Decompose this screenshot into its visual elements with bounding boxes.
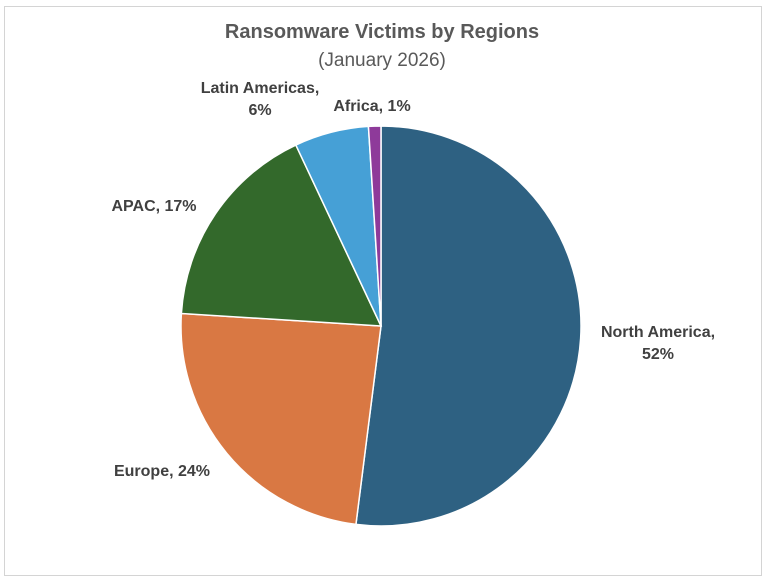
data-label-europe: Europe, 24% bbox=[114, 463, 210, 480]
pie-slice-apac bbox=[180, 144, 383, 327]
data-label-latin-americas: Latin Americas, 6% bbox=[201, 80, 320, 119]
chart-subtitle: (January 2026) bbox=[318, 50, 446, 71]
pie-slice-europe bbox=[180, 312, 382, 526]
pie-slice-africa bbox=[367, 125, 382, 327]
pie-labels: North America, 52% Europe, 24% APAC, 17% Lat… bbox=[111, 80, 715, 480]
pie-slices bbox=[180, 125, 582, 527]
data-label-line: North America, bbox=[601, 324, 715, 341]
data-label-north-america: North America, 52% bbox=[601, 324, 715, 363]
data-label-line: Africa, 1% bbox=[333, 98, 410, 115]
data-label-line: Europe, 24% bbox=[114, 463, 210, 480]
data-label-africa: Africa, 1% bbox=[333, 98, 410, 115]
data-label-line: 52% bbox=[642, 346, 674, 363]
data-label-apac: APAC, 17% bbox=[111, 198, 196, 215]
data-label-line: Latin Americas, bbox=[201, 80, 320, 97]
data-label-line: APAC, 17% bbox=[111, 198, 196, 215]
data-label-line: 6% bbox=[248, 102, 271, 119]
chart-title: Ransomware Victims by Regions bbox=[225, 21, 539, 43]
pie-slice-north-america bbox=[355, 125, 582, 527]
